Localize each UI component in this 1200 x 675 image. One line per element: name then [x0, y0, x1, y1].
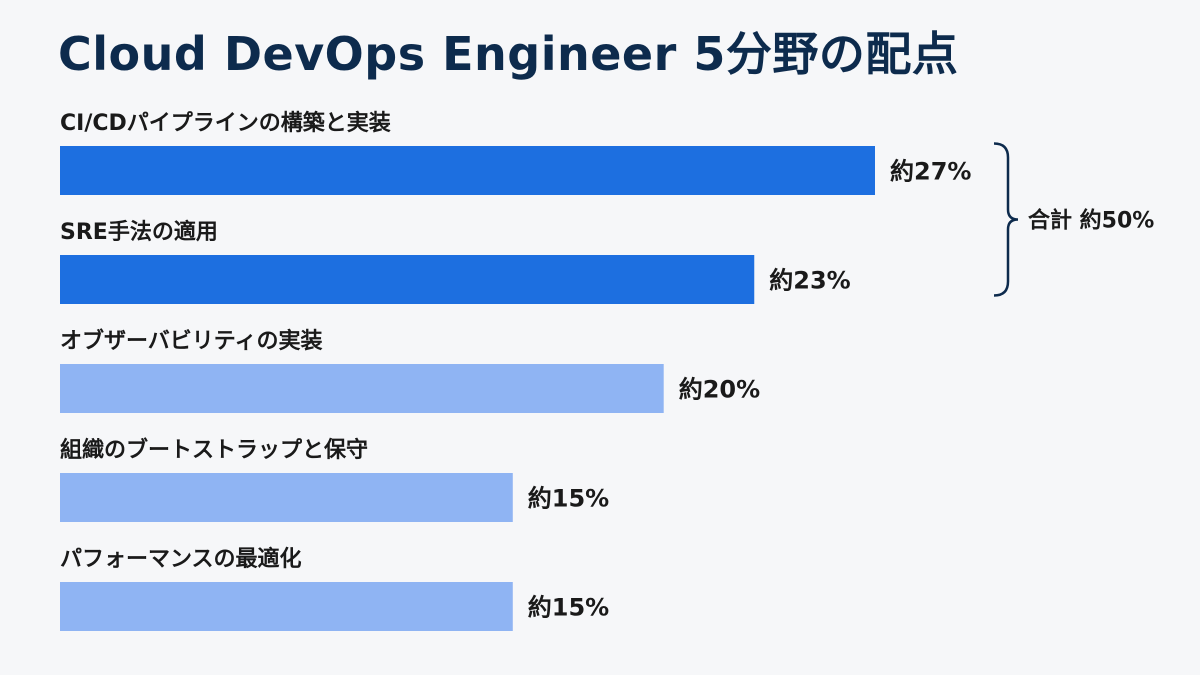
category-label: SRE手法の適用 — [60, 219, 218, 245]
category-label: CI/CDパイプラインの構築と実装 — [60, 110, 391, 136]
value-label: 約15% — [528, 485, 609, 513]
category-label: 組織のブートストラップと保守 — [60, 437, 368, 463]
value-label: 約20% — [679, 376, 760, 404]
value-label: 約27% — [890, 158, 971, 186]
bracket-icon — [993, 142, 1019, 297]
bar — [60, 364, 664, 413]
sum-annotation: 合計 約50% — [1028, 208, 1154, 234]
bar — [60, 582, 513, 631]
chart-title: Cloud DevOps Engineer 5分野の配点 — [58, 27, 959, 81]
category-label: オブザーバビリティの実装 — [60, 328, 322, 354]
value-label: 約23% — [769, 267, 850, 295]
value-label: 約15% — [528, 594, 609, 622]
bar — [60, 146, 875, 195]
bar — [60, 473, 513, 522]
category-label: パフォーマンスの最適化 — [60, 546, 302, 572]
bar — [60, 255, 755, 304]
